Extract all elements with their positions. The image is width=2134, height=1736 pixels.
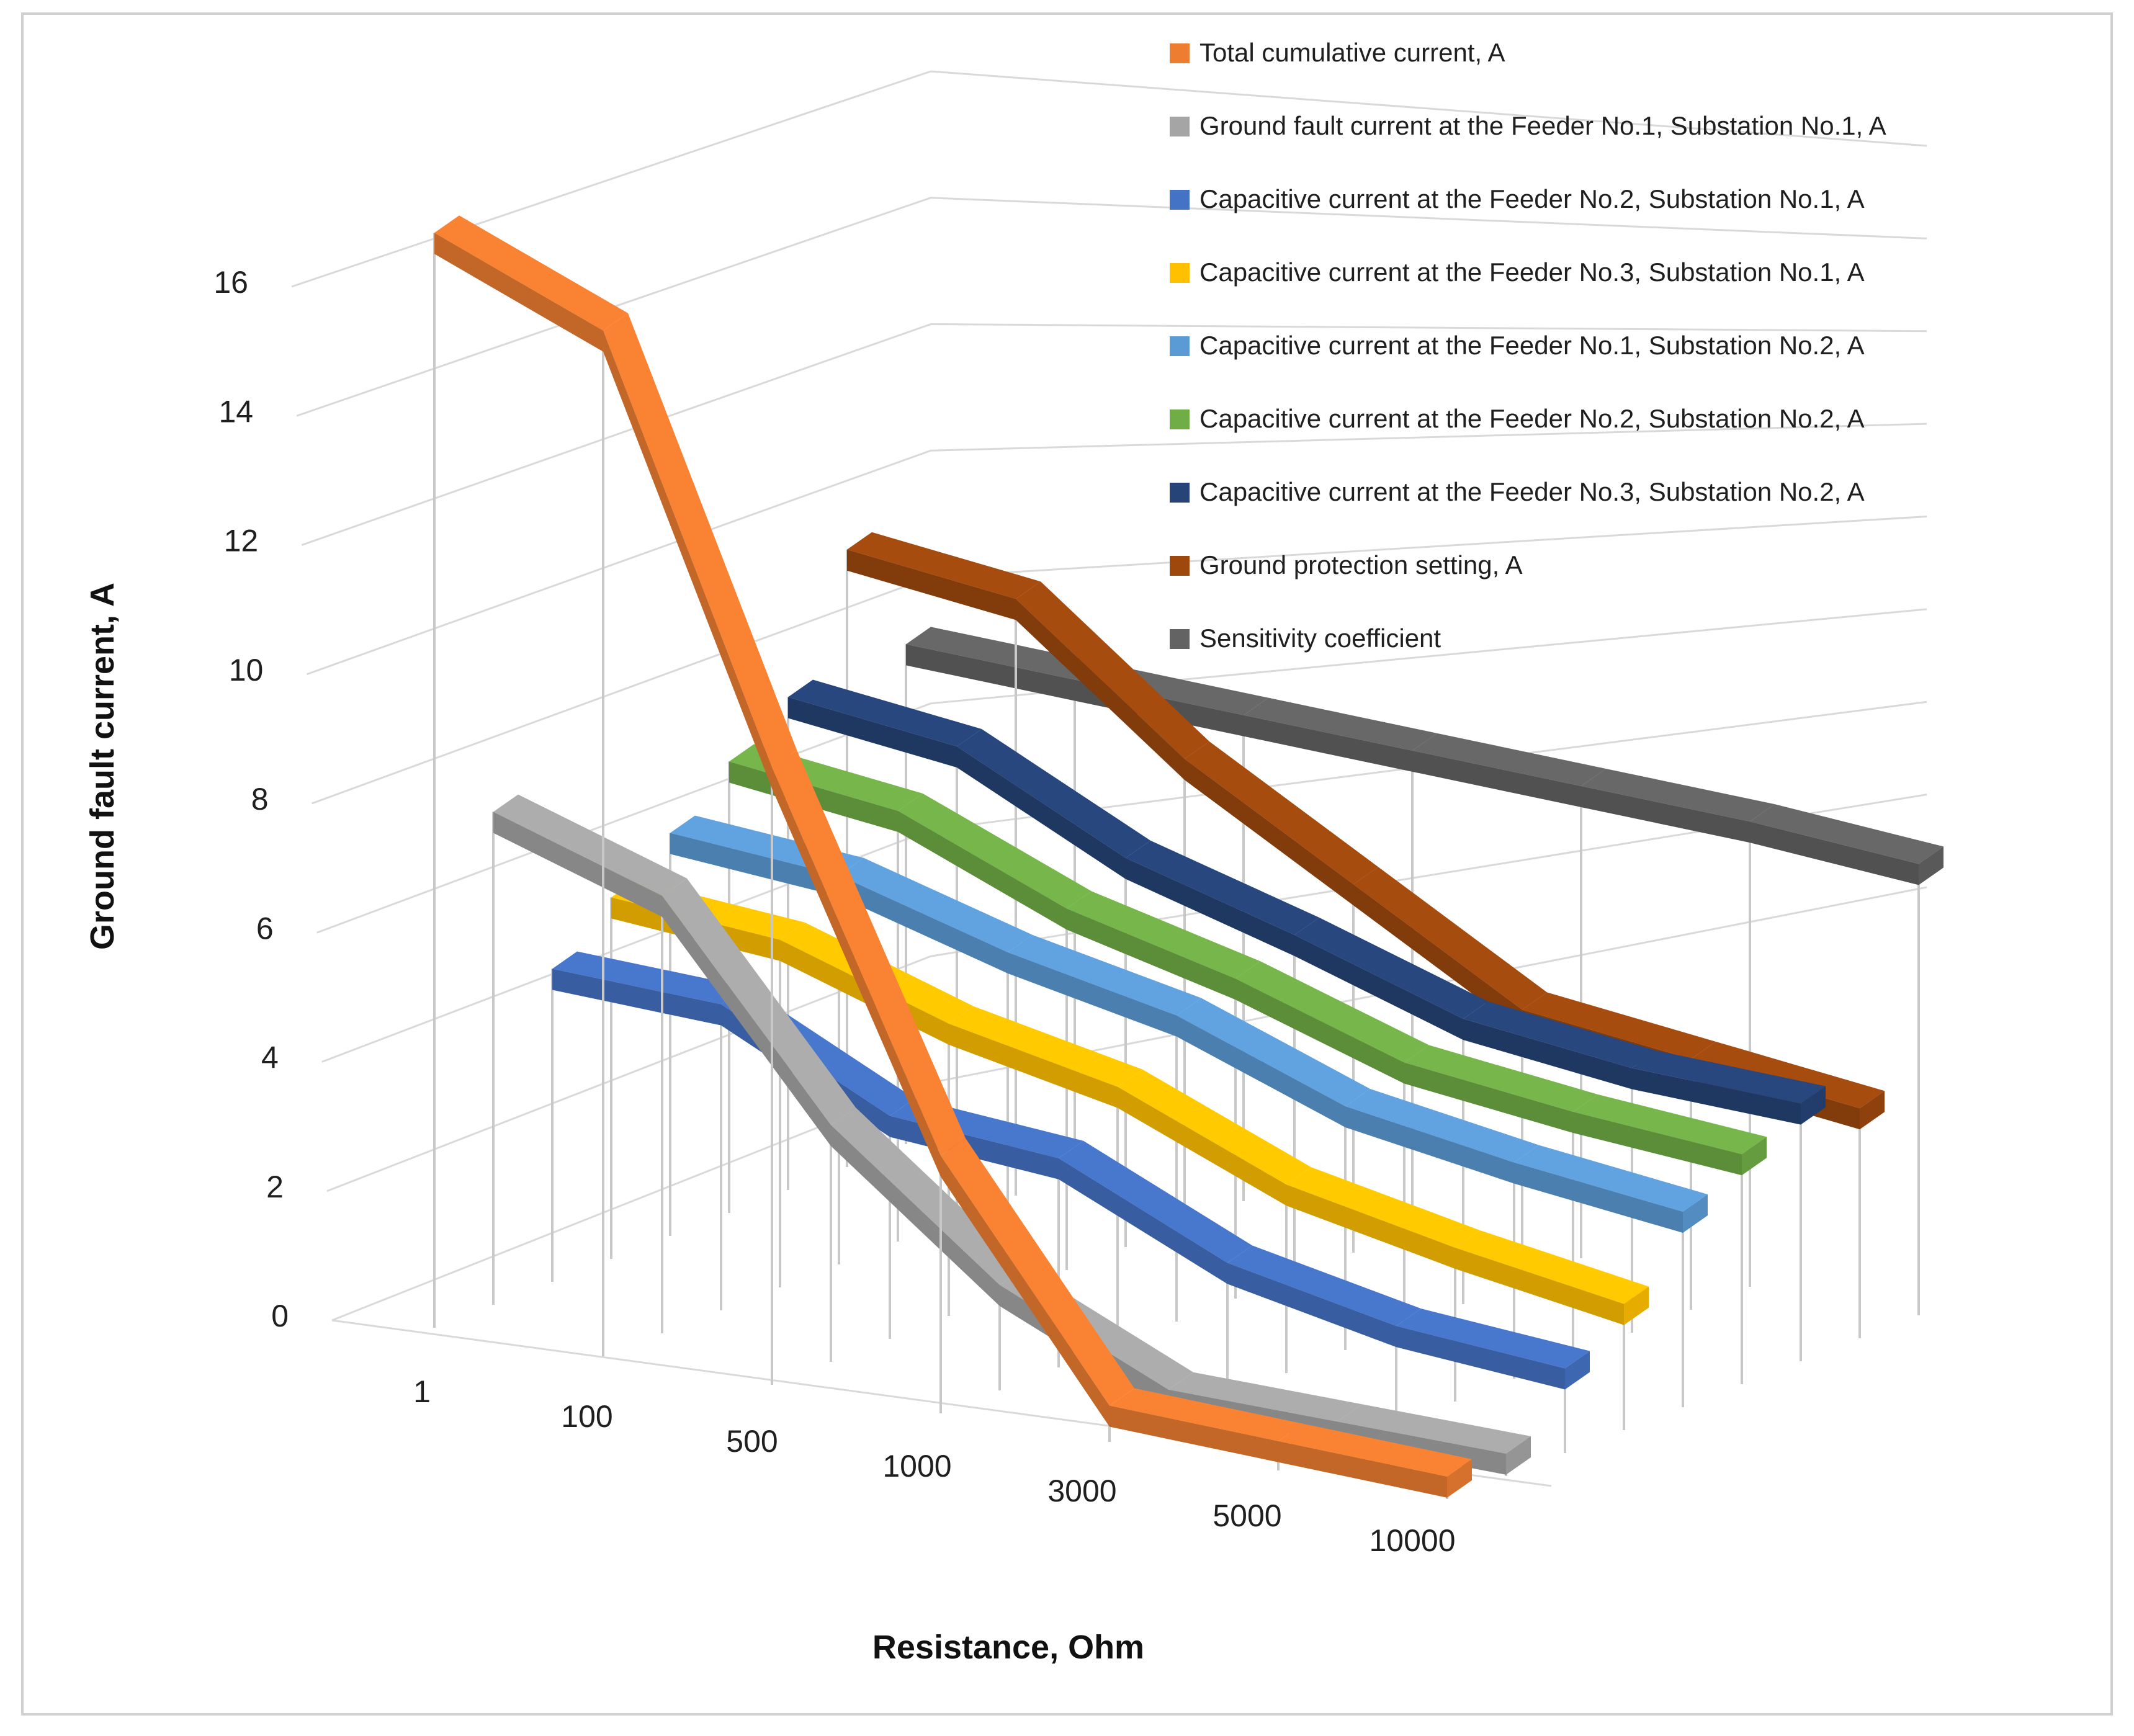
legend-label: Ground fault current at the Feeder No.1,… bbox=[1199, 111, 1886, 140]
y-tick-label: 2 bbox=[266, 1170, 284, 1204]
y-tick-label: 12 bbox=[224, 524, 259, 558]
legend-swatch bbox=[1170, 483, 1190, 503]
legend-swatch bbox=[1170, 43, 1190, 63]
x-tick-label: 100 bbox=[561, 1399, 612, 1434]
y-tick-label: 0 bbox=[271, 1299, 289, 1333]
y-tick-label: 14 bbox=[219, 394, 254, 429]
legend-swatch bbox=[1170, 336, 1190, 356]
legend-swatch bbox=[1170, 409, 1190, 429]
legend-label: Total cumulative current, A bbox=[1199, 38, 1505, 67]
x-tick-label: 1 bbox=[413, 1374, 431, 1409]
legend-swatch bbox=[1170, 117, 1190, 136]
legend-label: Capacitive current at the Feeder No.2, S… bbox=[1199, 404, 1865, 433]
legend-label: Sensitivity coefficient bbox=[1199, 624, 1441, 653]
x-tick-label: 3000 bbox=[1047, 1474, 1116, 1508]
legend-swatch bbox=[1170, 556, 1190, 576]
x-axis-title: Resistance, Ohm bbox=[872, 1629, 1144, 1666]
y-tick-label: 8 bbox=[251, 782, 269, 817]
x-tick-label: 10000 bbox=[1369, 1523, 1455, 1558]
y-tick-label: 10 bbox=[229, 653, 264, 687]
legend-label: Capacitive current at the Feeder No.2, S… bbox=[1199, 184, 1865, 213]
legend-swatch bbox=[1170, 190, 1190, 210]
legend-swatch bbox=[1170, 629, 1190, 649]
legend-label: Capacitive current at the Feeder No.3, S… bbox=[1199, 477, 1865, 506]
y-tick-label: 6 bbox=[256, 911, 274, 946]
y-tick-label: 16 bbox=[213, 265, 248, 300]
legend-swatch bbox=[1170, 263, 1190, 283]
legend-label: Capacitive current at the Feeder No.1, S… bbox=[1199, 331, 1865, 360]
x-tick-label: 500 bbox=[726, 1424, 778, 1459]
y-tick-label: 4 bbox=[261, 1040, 279, 1075]
legend-label: Ground protection setting, A bbox=[1199, 550, 1523, 579]
x-tick-label: 1000 bbox=[882, 1449, 951, 1483]
legend-label: Capacitive current at the Feeder No.3, S… bbox=[1199, 257, 1865, 287]
x-tick-label: 5000 bbox=[1213, 1498, 1281, 1533]
y-axis-title: Ground fault current, A bbox=[84, 583, 121, 950]
